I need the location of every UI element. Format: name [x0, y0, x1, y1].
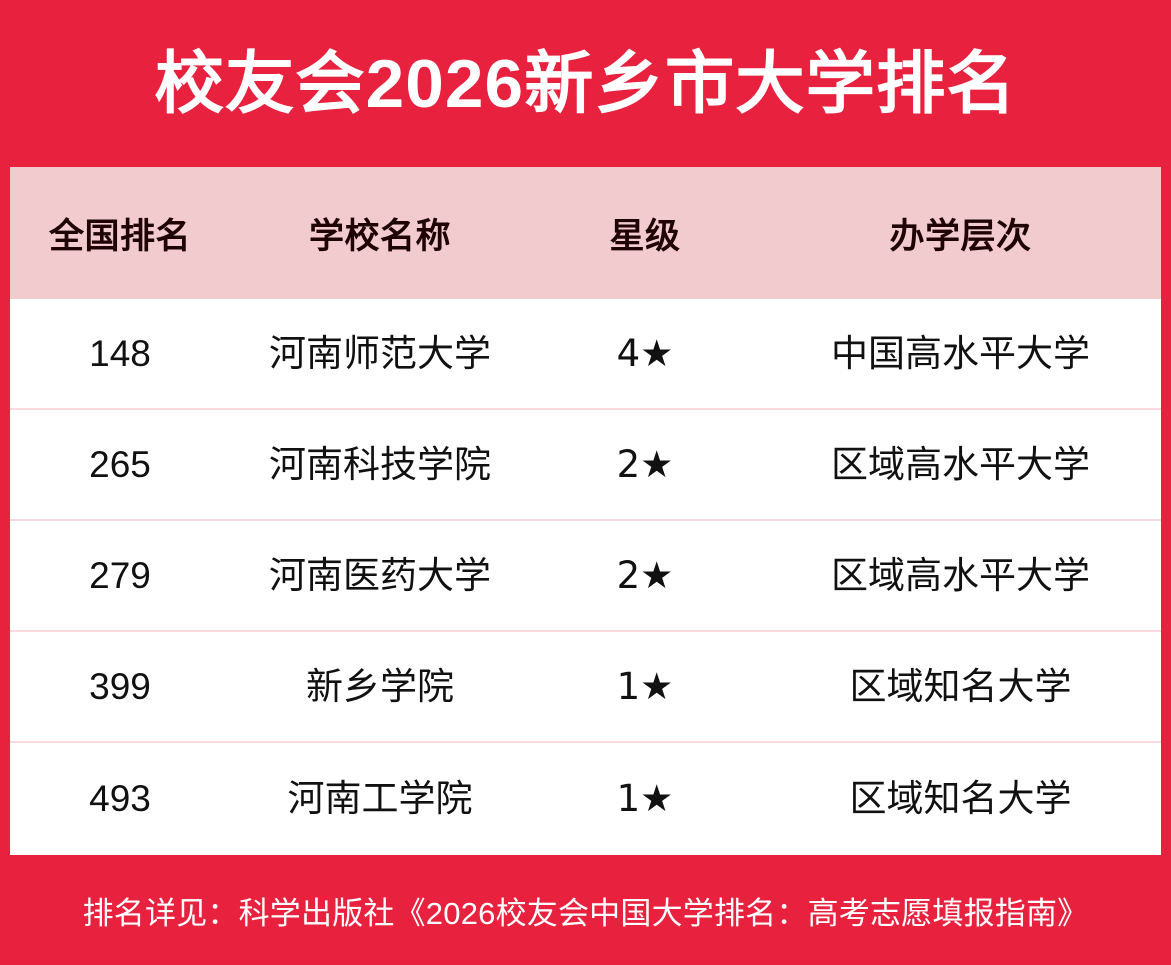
cell-star-rating: 4★ — [616, 332, 674, 375]
cell-star-rating: 1★ — [616, 665, 674, 708]
cell-school-name: 河南师范大学 — [269, 333, 491, 374]
cell-level: 区域高水平大学 — [831, 555, 1090, 596]
cell-rank: 279 — [89, 555, 151, 596]
table-row: 399 新乡学院 1★ 区域知名大学 — [10, 632, 1161, 743]
cell-school-name: 河南工学院 — [287, 777, 473, 819]
column-header-level: 办学层次 — [889, 216, 1032, 256]
table-row: 493 河南工学院 1★ 区域知名大学 — [10, 743, 1161, 853]
cell-rank: 148 — [89, 333, 151, 374]
table-container: 全国排名 学校名称 星级 办学层次 148 河南师范大学 4★ 中国高水平大学 … — [0, 167, 1171, 855]
footer-band: 排名详见：科学出版社《2026校友会中国大学排名：高考志愿填报指南》 — [0, 855, 1171, 965]
cell-rank: 493 — [89, 777, 151, 819]
column-header-name: 学校名称 — [308, 216, 451, 256]
table-row: 279 河南医药大学 2★ 区域高水平大学 — [10, 521, 1161, 632]
cell-level: 中国高水平大学 — [831, 333, 1090, 374]
cell-star-rating: 2★ — [616, 554, 674, 597]
cell-level: 区域高水平大学 — [831, 444, 1090, 485]
cell-rank: 265 — [89, 444, 151, 485]
cell-rank: 399 — [89, 666, 151, 707]
cell-star-rating: 1★ — [616, 776, 674, 820]
column-header-rank: 全国排名 — [48, 216, 191, 256]
title-band: 校友会2026新乡市大学排名 — [0, 0, 1171, 167]
page-title: 校友会2026新乡市大学排名 — [154, 45, 1017, 122]
table-row: 265 河南科技学院 2★ 区域高水平大学 — [10, 410, 1161, 521]
table-header-row: 全国排名 学校名称 星级 办学层次 — [10, 167, 1161, 299]
cell-level: 区域知名大学 — [849, 777, 1072, 819]
footer-note: 排名详见：科学出版社《2026校友会中国大学排名：高考志愿填报指南》 — [82, 895, 1089, 931]
cell-level: 区域知名大学 — [849, 666, 1072, 707]
cell-star-rating: 2★ — [616, 443, 674, 486]
ranking-table: 全国排名 学校名称 星级 办学层次 148 河南师范大学 4★ 中国高水平大学 … — [10, 167, 1161, 855]
cell-school-name: 新乡学院 — [306, 666, 454, 707]
column-header-star: 星级 — [609, 216, 681, 256]
table-row: 148 河南师范大学 4★ 中国高水平大学 — [10, 299, 1161, 410]
cell-school-name: 河南科技学院 — [269, 444, 491, 485]
cell-school-name: 河南医药大学 — [269, 555, 491, 596]
